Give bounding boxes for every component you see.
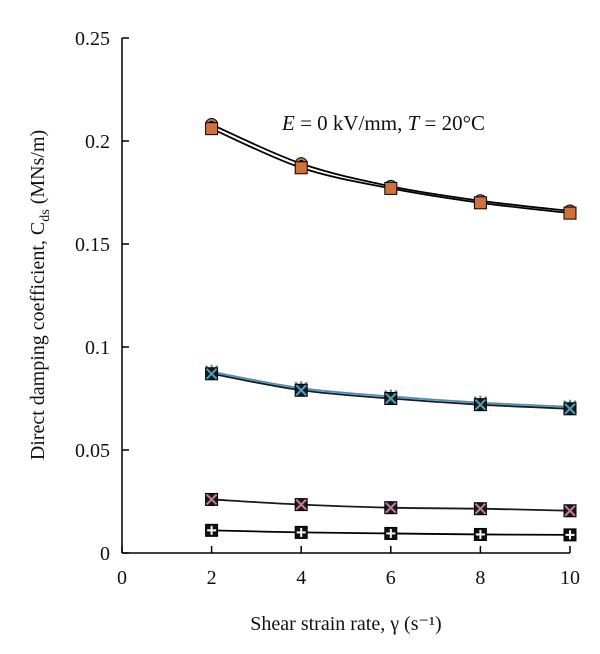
annotation-t: T — [408, 111, 421, 135]
x-tick-label: 2 — [207, 567, 217, 589]
y-axis-title-sub: ds — [38, 209, 53, 221]
marker-cross — [205, 368, 218, 380]
annotation-e-value: = 0 kV/mm, — [295, 111, 408, 135]
y-axis-title-unit: (MNs/m) — [27, 130, 49, 209]
annotation-t-value: = 20°C — [419, 111, 485, 135]
data-point — [205, 367, 219, 381]
series-4 — [205, 367, 577, 416]
series-5 — [205, 492, 577, 518]
marker-cross — [385, 392, 397, 405]
marker-cross — [385, 501, 397, 514]
marker-cross — [205, 493, 218, 506]
y-axis-title-main: Direct damping coefficient, C — [27, 222, 49, 460]
data-point — [205, 523, 219, 537]
data-point — [473, 502, 487, 516]
data-point — [294, 161, 308, 175]
data-point — [384, 392, 398, 405]
series-line — [211, 123, 571, 212]
y-tick-label: 0.25 — [75, 28, 110, 50]
data-point — [563, 528, 577, 542]
marker-cross — [474, 503, 487, 515]
x-tick-label: 4 — [296, 567, 306, 589]
y-axis-title: Direct damping coefficient, Cds (MNs/m) — [27, 130, 53, 460]
data-point — [384, 526, 398, 540]
series-line — [211, 127, 571, 214]
annotation: E = 0 kV/mm, T = 20°C — [281, 111, 485, 135]
data-point — [205, 122, 219, 136]
y-tick-label: 0.05 — [75, 440, 110, 462]
marker-square — [294, 161, 308, 175]
x-tick-label: 6 — [386, 567, 396, 589]
data-point — [205, 492, 219, 506]
data-point — [563, 504, 577, 518]
x-tick-label: 0 — [117, 567, 127, 589]
marker-cross — [295, 384, 307, 396]
y-tick-label: 0.2 — [85, 131, 110, 153]
marker-cross — [474, 398, 487, 411]
marker-square — [384, 181, 398, 195]
marker-cross — [564, 403, 576, 415]
x-tick-label: 8 — [475, 567, 485, 589]
data-point — [473, 196, 487, 210]
axes: 0 0.05 0.1 0.15 0.2 0.25 0 2 4 6 8 10 — [75, 28, 580, 589]
y-tick-label: 0 — [100, 543, 110, 565]
data-point — [384, 501, 398, 515]
annotation-e: E — [281, 111, 295, 135]
data-point — [563, 402, 577, 416]
series-2 — [205, 122, 577, 220]
y-tick-label: 0.15 — [75, 234, 110, 256]
data-point — [294, 525, 308, 539]
data-point — [384, 181, 398, 195]
marker-cross — [564, 505, 576, 517]
series-6 — [205, 523, 577, 542]
data-point — [473, 398, 487, 412]
series-layer — [204, 118, 577, 542]
data-point — [473, 527, 487, 541]
x-tick-label: 10 — [560, 567, 580, 589]
marker-square — [205, 122, 219, 136]
x-axis-title: Shear strain rate, γ (s⁻¹) — [250, 613, 441, 635]
marker-square — [563, 206, 577, 220]
data-point — [294, 498, 308, 512]
marker-cross — [295, 498, 307, 511]
marker-square — [473, 196, 487, 210]
y-tick-label: 0.1 — [85, 337, 110, 359]
data-point — [563, 206, 577, 220]
data-point — [294, 383, 308, 397]
